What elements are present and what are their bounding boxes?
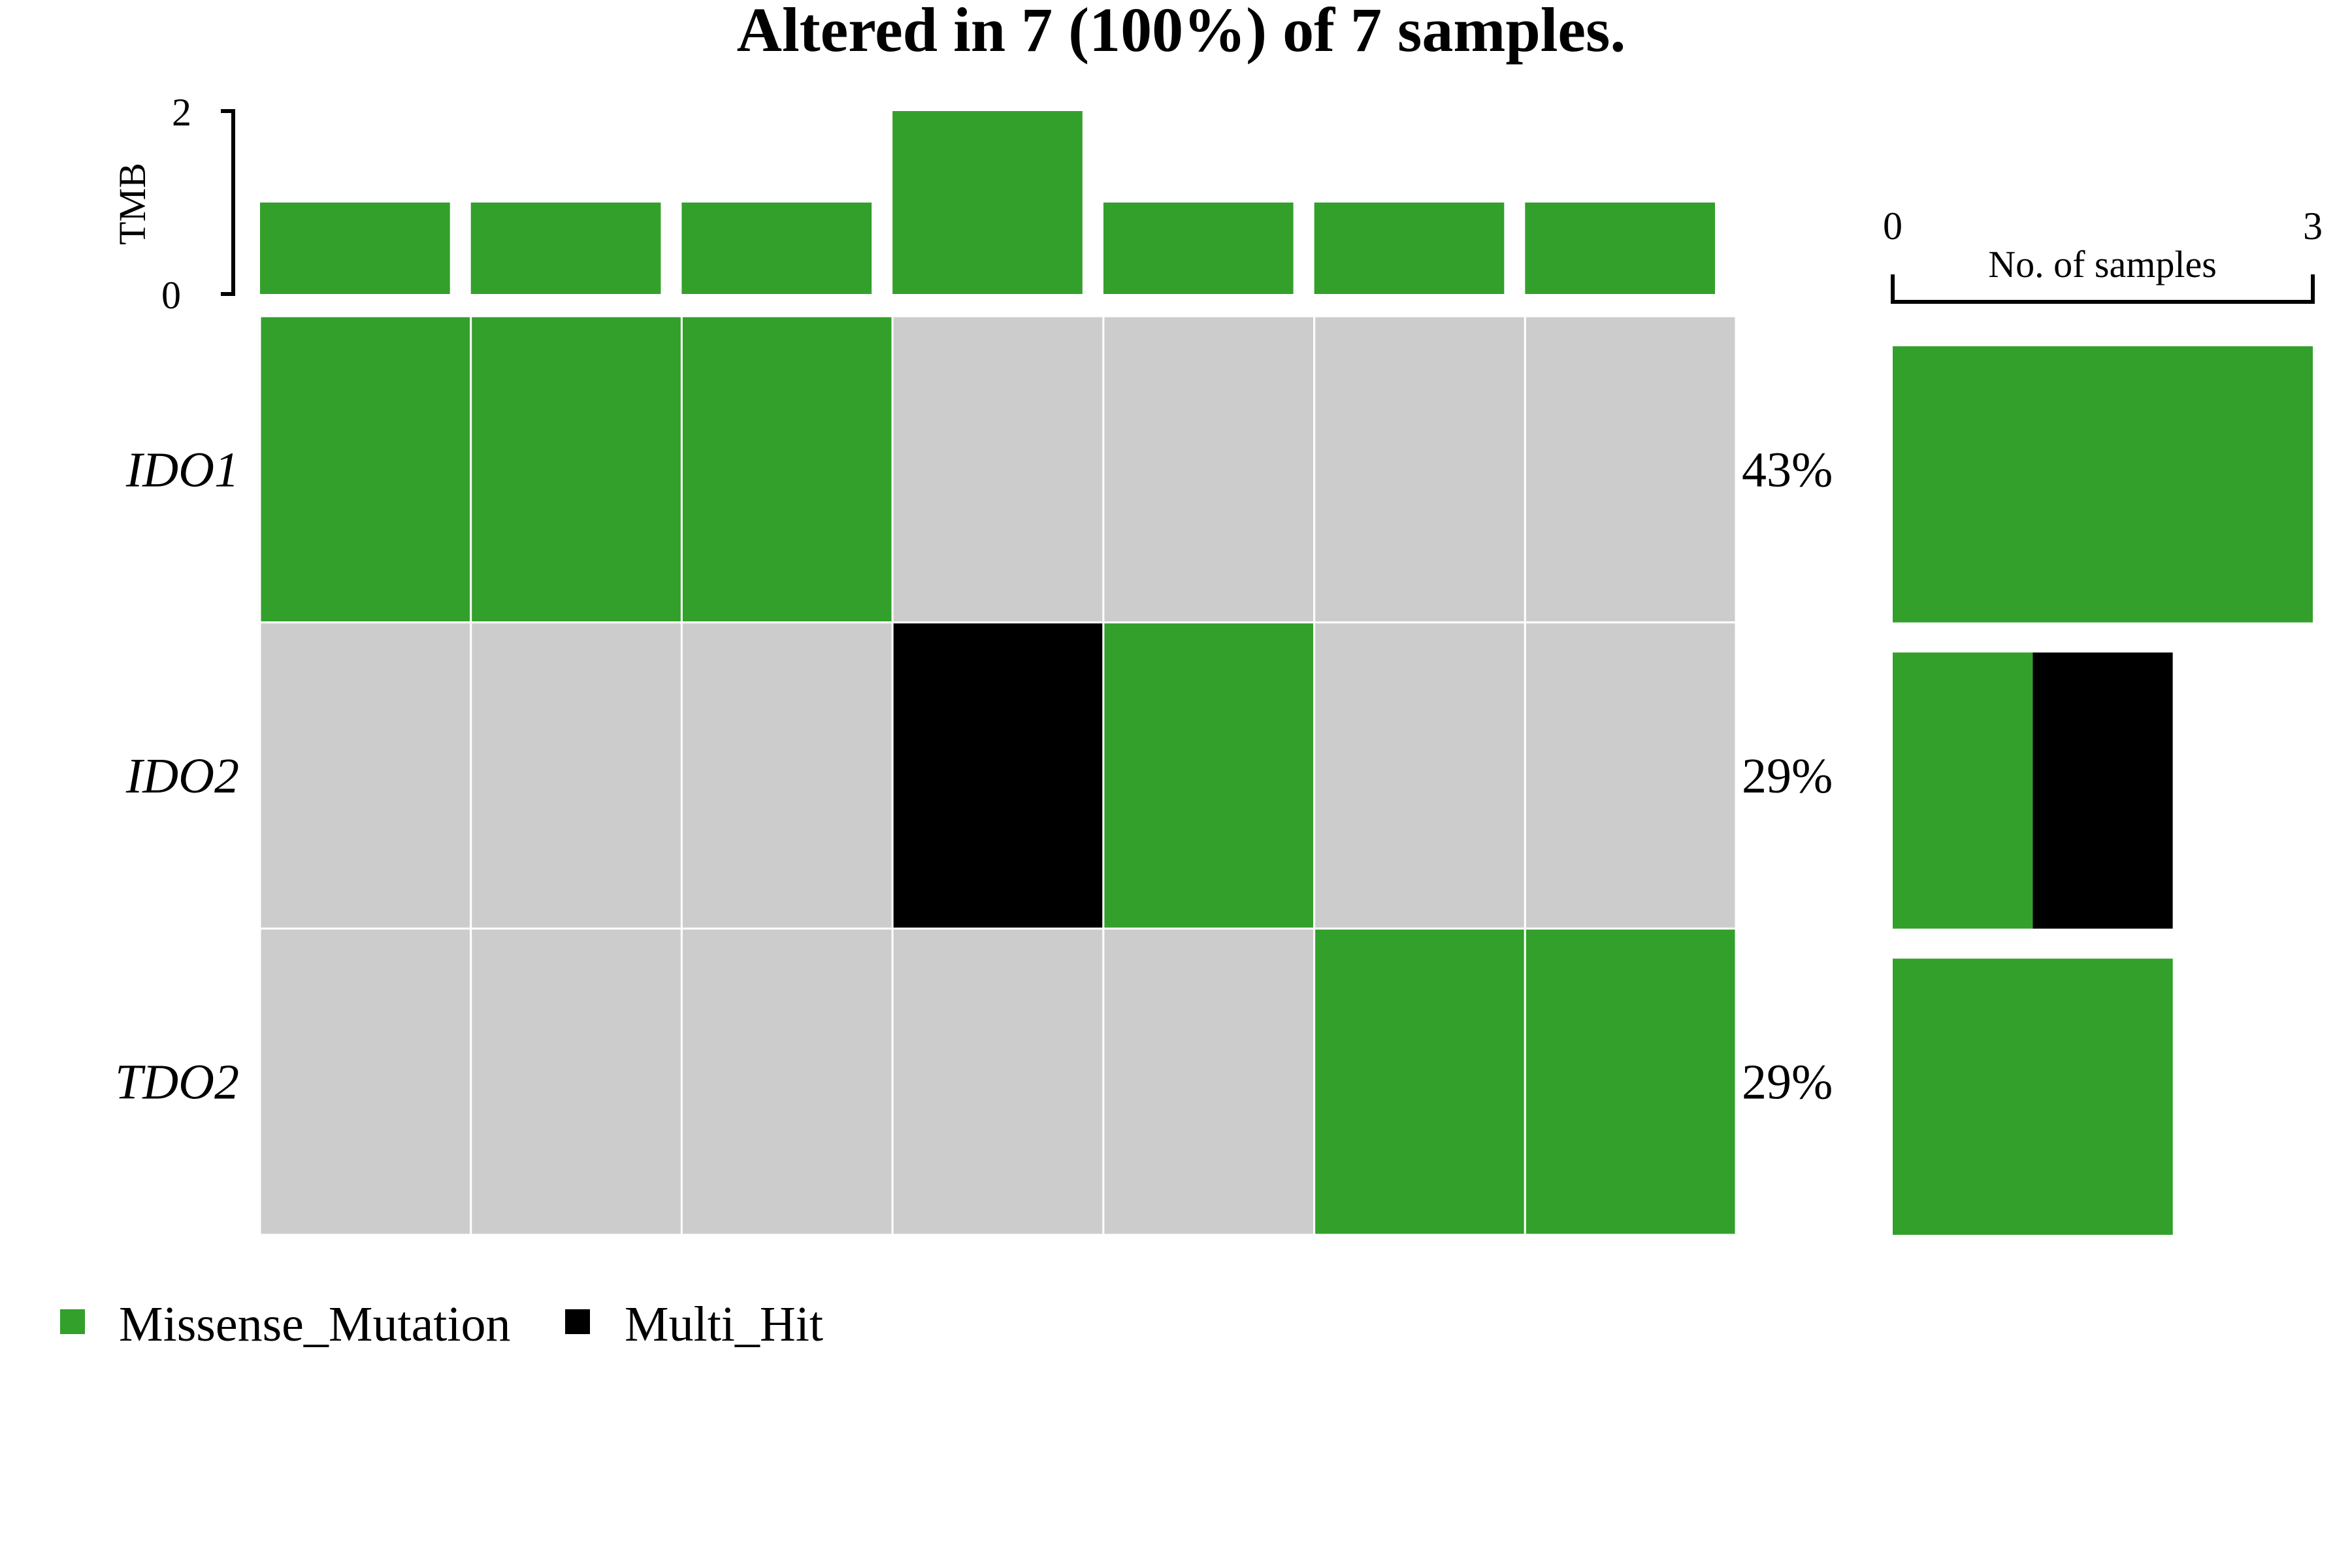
side-axis-label: No. of samples — [1988, 243, 2217, 286]
tmb-axis-label: TMB — [111, 163, 154, 245]
tmb-bar-sample-5 — [1103, 203, 1294, 294]
gene-label-ido2: IDO2 — [125, 749, 239, 804]
percent-label-ido2: 29% — [1742, 749, 1833, 804]
cell-ido1-sample-6 — [1313, 315, 1526, 624]
cell-tdo2-sample-1 — [259, 927, 472, 1236]
side-axis-tick-max: 3 — [2303, 204, 2323, 248]
legend-swatch-multi-hit — [565, 1309, 590, 1334]
legend: Missense_Mutation Multi_Hit — [60, 1297, 823, 1352]
cell-ido1-sample-1 — [259, 315, 472, 624]
percent-label-tdo2: 29% — [1742, 1055, 1833, 1110]
percent-labels: 43% 29% 29% — [1742, 442, 1833, 1109]
tmb-axis-line — [221, 109, 235, 296]
cell-tdo2-sample-7 — [1524, 927, 1737, 1236]
legend-swatch-missense — [60, 1309, 85, 1334]
side-bar-ido2-multi-hit — [2033, 652, 2173, 929]
tmb-bar-sample-7 — [1525, 203, 1715, 294]
tmb-panel: TMB 2 0 — [111, 91, 1715, 317]
tmb-bar-sample-3 — [681, 203, 872, 294]
tmb-tick-min: 0 — [161, 274, 181, 317]
cell-ido2-sample-7 — [1524, 621, 1737, 930]
cell-ido2-sample-6 — [1313, 621, 1526, 930]
gene-labels: IDO1 IDO2 TDO2 — [115, 442, 239, 1109]
cell-tdo2-sample-6 — [1313, 927, 1526, 1236]
tmb-bar-sample-4 — [892, 111, 1083, 294]
side-axis-line — [1891, 274, 2315, 304]
percent-label-ido1: 43% — [1742, 442, 1833, 497]
gene-label-ido1: IDO1 — [125, 442, 239, 497]
cell-tdo2-sample-3 — [680, 927, 894, 1236]
legend-label-multi-hit: Multi_Hit — [625, 1297, 823, 1352]
cell-tdo2-sample-4 — [891, 927, 1105, 1236]
cell-tdo2-sample-5 — [1102, 927, 1316, 1236]
mutation-matrix — [259, 315, 1737, 1236]
cell-ido1-sample-5 — [1102, 315, 1316, 624]
side-bar-ido2-missense-mutation — [1893, 652, 2033, 929]
cell-ido2-sample-1 — [259, 621, 472, 930]
cell-ido1-sample-7 — [1524, 315, 1737, 624]
legend-label-missense: Missense_Mutation — [119, 1297, 511, 1352]
tmb-bars — [260, 111, 1715, 294]
side-axis-tick-min: 0 — [1883, 204, 1903, 248]
cell-tdo2-sample-2 — [470, 927, 683, 1236]
tmb-bar-sample-1 — [260, 203, 450, 294]
tmb-bar-sample-6 — [1314, 203, 1505, 294]
cell-ido1-sample-4 — [891, 315, 1105, 624]
side-bar-panel: 0 3 No. of samples — [1883, 204, 2323, 1235]
cell-ido2-sample-3 — [680, 621, 894, 930]
side-bar-tdo2-missense-mutation — [1893, 958, 2173, 1235]
cell-ido2-sample-2 — [470, 621, 683, 930]
chart-title: Altered in 7 (100%) of 7 samples. — [737, 0, 1626, 65]
cell-ido1-sample-2 — [470, 315, 683, 624]
side-bars — [1893, 346, 2313, 1235]
tmb-bar-sample-2 — [470, 203, 661, 294]
side-bar-ido1-missense-mutation — [1893, 346, 2313, 623]
gene-label-tdo2: TDO2 — [115, 1055, 239, 1110]
cell-ido2-sample-4 — [891, 621, 1105, 930]
tmb-tick-max: 2 — [172, 91, 191, 134]
cell-ido1-sample-3 — [680, 315, 894, 624]
cell-ido2-sample-5 — [1102, 621, 1316, 930]
